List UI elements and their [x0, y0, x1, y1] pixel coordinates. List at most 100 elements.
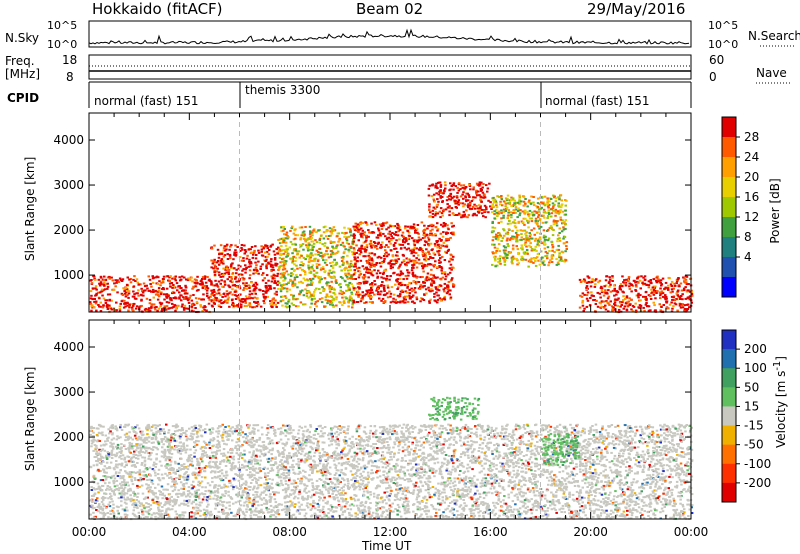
echo-cell	[462, 489, 466, 492]
echo-cell	[126, 276, 129, 279]
echo-cell	[185, 296, 188, 299]
echo-cell	[546, 252, 549, 255]
echo-cell	[612, 498, 615, 501]
echo-cell	[564, 209, 567, 212]
echo-cell	[314, 253, 317, 256]
echo-cell	[134, 280, 137, 282]
echo-cell	[379, 272, 382, 275]
echo-cell	[256, 269, 259, 272]
echo-cell	[173, 483, 176, 486]
echo-cell	[448, 214, 451, 217]
echo-cell	[493, 243, 496, 246]
echo-cell	[189, 454, 193, 456]
echo-cell	[639, 306, 642, 309]
echo-cell	[312, 459, 315, 462]
echo-cell	[116, 447, 119, 450]
echo-cell	[513, 199, 516, 202]
echo-cell	[412, 223, 416, 226]
echo-cell	[210, 304, 214, 307]
echo-cell	[678, 285, 681, 288]
echo-cell	[239, 476, 242, 479]
echo-cell	[493, 217, 496, 220]
echo-cell	[282, 266, 286, 269]
echo-cell	[301, 282, 304, 284]
echo-cell	[515, 201, 518, 204]
echo-cell	[616, 304, 619, 307]
echo-cell	[423, 264, 427, 266]
echo-cell	[124, 295, 128, 298]
echo-cell	[349, 234, 353, 237]
echo-cell	[516, 201, 520, 204]
echo-cell	[359, 300, 363, 303]
echo-cell	[332, 297, 335, 300]
echo-cell	[556, 210, 560, 213]
echo-cell	[637, 296, 640, 299]
echo-cell	[453, 480, 457, 483]
echo-cell	[365, 223, 369, 226]
echo-cell	[368, 262, 371, 264]
echo-cell	[542, 229, 546, 232]
echo-cell	[445, 245, 449, 248]
echo-cell	[193, 303, 196, 306]
echo-cell	[452, 188, 455, 191]
echo-cell	[490, 208, 493, 210]
echo-cell	[481, 186, 484, 189]
echo-cell	[273, 280, 277, 283]
echo-cell	[557, 202, 560, 205]
echo-cell	[428, 209, 431, 211]
echo-cell	[425, 233, 429, 236]
echo-cell	[285, 283, 288, 286]
echo-cell	[536, 253, 540, 256]
echo-cell	[329, 486, 333, 488]
echo-cell	[182, 289, 185, 292]
echo-cell	[359, 273, 363, 275]
echo-cell	[329, 300, 332, 302]
echo-cell	[681, 306, 685, 309]
beam-label: Beam 02	[356, 0, 424, 18]
echo-cell	[564, 503, 567, 505]
echo-cell	[517, 510, 520, 513]
echo-cell	[241, 276, 244, 279]
echo-cell	[557, 205, 561, 208]
echo-cell	[438, 254, 441, 257]
echo-cell	[123, 290, 126, 293]
echo-cell	[422, 263, 425, 266]
echo-cell	[449, 198, 453, 201]
echo-cell	[435, 204, 439, 207]
echo-cell	[402, 259, 406, 262]
echo-cell	[450, 278, 453, 281]
echo-cell	[402, 240, 405, 243]
echo-cell	[528, 209, 532, 212]
echo-cell	[473, 448, 476, 451]
echo-cell	[628, 467, 632, 470]
echo-cell	[266, 295, 269, 298]
echo-cell	[430, 223, 433, 226]
echo-cell	[247, 494, 250, 497]
echo-cell	[401, 477, 405, 480]
echo-cell	[492, 476, 496, 479]
echo-cell	[210, 247, 214, 250]
echo-cell	[351, 242, 354, 245]
echo-cell	[449, 195, 453, 198]
echo-cell	[264, 244, 267, 247]
echo-cell	[598, 292, 602, 295]
echo-cell	[449, 257, 452, 260]
echo-cell	[98, 291, 102, 294]
echo-cell	[358, 270, 362, 273]
echo-cell	[551, 202, 555, 205]
echo-cell	[522, 221, 525, 224]
echo-cell	[644, 481, 648, 484]
echo-cell	[436, 222, 439, 225]
echo-cell	[446, 250, 450, 252]
echo-cell	[432, 193, 436, 196]
echo-cell	[479, 189, 483, 192]
echo-cell	[470, 200, 474, 202]
echo-cell	[365, 246, 369, 249]
echo-cell	[132, 278, 135, 281]
echo-cell	[376, 502, 379, 505]
echo-cell	[261, 279, 265, 282]
echo-cell	[226, 299, 229, 302]
echo-cell	[317, 277, 321, 280]
echo-cell	[190, 276, 193, 279]
echo-cell	[591, 425, 594, 427]
